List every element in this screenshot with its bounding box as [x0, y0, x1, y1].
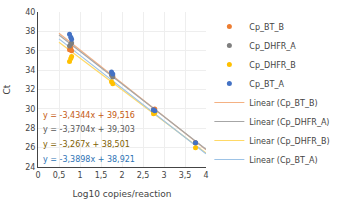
svg-text:0: 0: [35, 171, 40, 180]
svg-text:1,5: 1,5: [95, 171, 108, 180]
svg-text:34: 34: [25, 66, 35, 75]
svg-text:0,5: 0,5: [53, 171, 66, 180]
svg-text:4: 4: [203, 171, 208, 180]
svg-text:Ct: Ct: [2, 84, 12, 94]
svg-text:y = -3,267x + 38,501: y = -3,267x + 38,501: [43, 140, 130, 149]
svg-text:y = -3,3898x + 38,921: y = -3,3898x + 38,921: [43, 155, 135, 164]
svg-text:30: 30: [25, 105, 35, 114]
svg-text:Cp_DHFR_A: Cp_DHFR_A: [249, 42, 296, 51]
svg-text:36: 36: [25, 47, 35, 56]
svg-text:28: 28: [25, 124, 35, 133]
svg-text:Log10 copies/reaction: Log10 copies/reaction: [72, 189, 171, 199]
svg-text:y = -3,4344x + 39,516: y = -3,4344x + 39,516: [43, 111, 135, 120]
svg-text:2: 2: [119, 171, 124, 180]
svg-text:32: 32: [25, 85, 35, 94]
svg-text:Linear (Cp_BT_B): Linear (Cp_BT_B): [249, 99, 317, 108]
svg-text:Linear (Cp_DHFR_A): Linear (Cp_DHFR_A): [249, 118, 329, 127]
svg-text:Linear (Cp_DHFR_B): Linear (Cp_DHFR_B): [249, 137, 329, 146]
svg-text:Cp_DHFR_B: Cp_DHFR_B: [249, 61, 295, 70]
svg-text:1: 1: [77, 171, 82, 180]
svg-text:2,5: 2,5: [137, 171, 150, 180]
svg-text:Cp_BT_A: Cp_BT_A: [249, 80, 284, 89]
svg-text:Cp_BT_B: Cp_BT_B: [249, 23, 284, 32]
svg-text:40: 40: [25, 8, 35, 17]
svg-text:24: 24: [25, 163, 35, 172]
svg-text:y = -3,3704x + 39,303: y = -3,3704x + 39,303: [43, 125, 135, 134]
svg-text:38: 38: [25, 27, 35, 36]
svg-text:3: 3: [161, 171, 166, 180]
svg-text:26: 26: [25, 143, 35, 152]
svg-text:3,5: 3,5: [179, 171, 192, 180]
svg-text:Linear (Cp_BT_A): Linear (Cp_BT_A): [249, 156, 317, 165]
